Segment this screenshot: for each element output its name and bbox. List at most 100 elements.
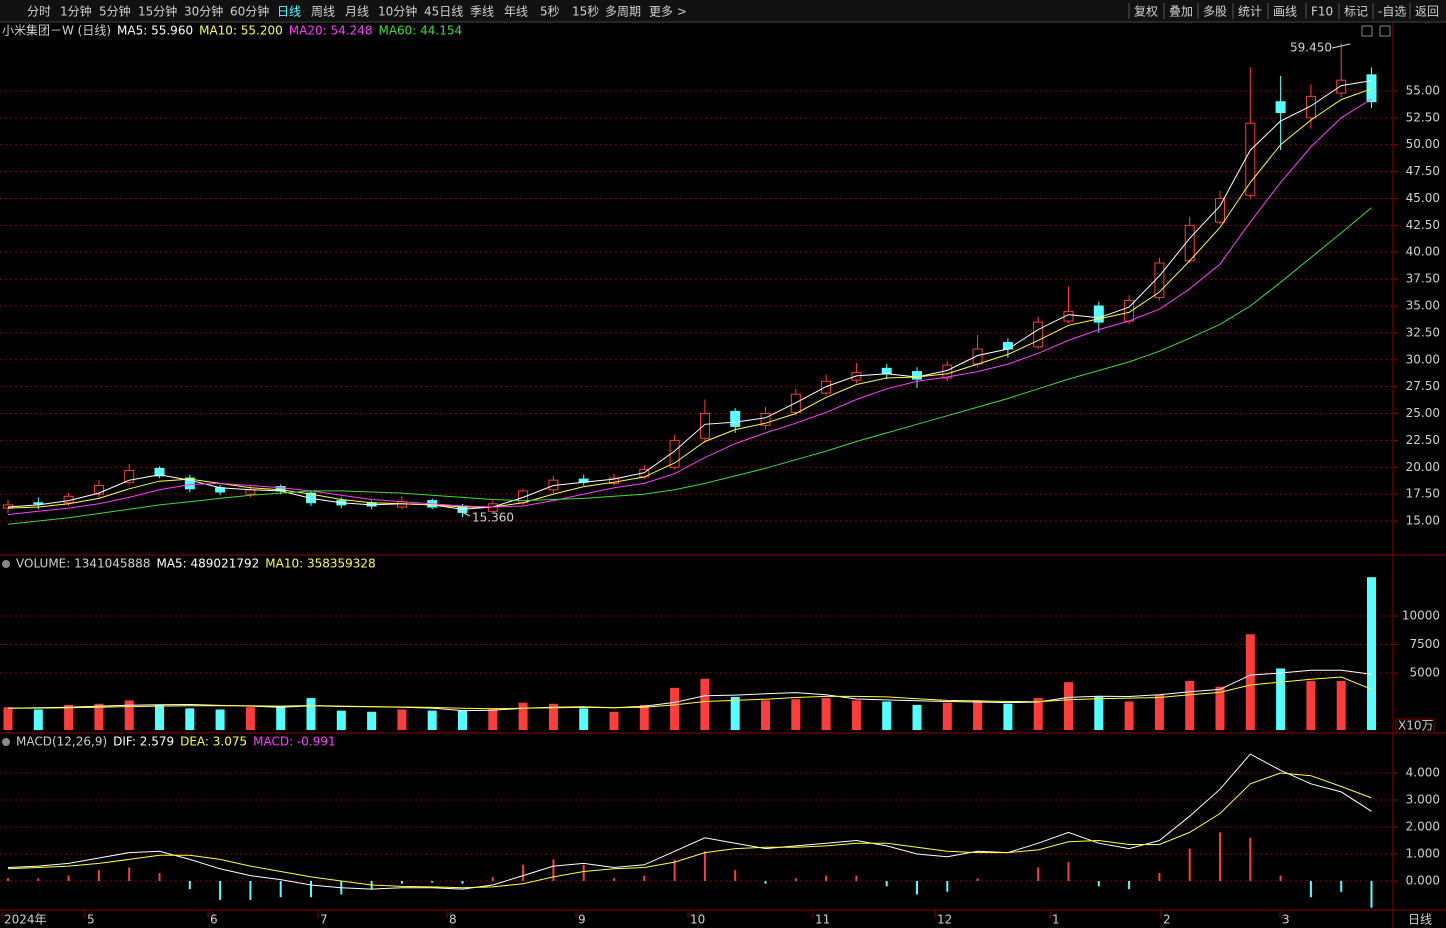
volume-bar [215,709,225,730]
legend-label: MA10: 358359328 [265,557,375,571]
volume-bar [458,710,467,730]
candle-body [1184,224,1195,262]
volume-bar [1245,634,1255,730]
toolbar-tab[interactable]: 5分钟 [99,4,131,19]
candle-body [609,477,619,484]
y-tick-label: 2.000 [1406,819,1440,833]
indicator-line [7,80,1372,510]
toolbar-button[interactable]: 统计 [1238,5,1262,19]
y-tick-label: 32.50 [1406,325,1440,339]
x-tick-label: 7 [320,913,328,927]
candle-body [1245,122,1256,196]
toolbar-button[interactable]: 标记 [1344,5,1368,19]
annotation: 15.360 [472,511,514,525]
candle-body [1063,310,1074,322]
candle-body [33,502,44,505]
volume-bar [1033,698,1043,730]
toolbar-tab[interactable]: 季线 [470,5,494,19]
toolbar-tab[interactable]: 日线 [277,5,301,19]
toolbar-button[interactable]: 画线 [1273,5,1297,19]
toolbar-tab[interactable]: 60分钟 [230,4,269,19]
volume-bar [336,710,346,730]
volume-bar [3,707,13,730]
toolbar-button[interactable]: 复权 [1134,5,1158,19]
toolbar-button[interactable]: F10 [1311,5,1333,19]
y-tick-label: 10000 [1402,609,1440,623]
toolbar-tab[interactable]: 年线 [504,5,528,19]
toolbar-tab[interactable]: 5秒 [540,5,560,19]
toolbar-button[interactable]: 返回 [1415,5,1439,19]
volume-bar [609,711,619,730]
toolbar-tab[interactable]: 15秒 [572,5,599,19]
toolbar-tab[interactable]: 15分钟 [138,4,177,19]
y-tick-label: 15.00 [1406,514,1440,528]
legend-label: MACD(12,26,9) [16,735,107,749]
candle-body [245,489,256,495]
volume-bar [1306,680,1316,730]
legend-label: MA5: 489021792 [156,557,259,571]
x-tick-label: 5 [87,913,95,927]
toolbar-tab[interactable]: 1分钟 [60,4,92,19]
y-tick-label: 0.000 [1406,873,1440,887]
legend-label: 小米集团－W (日线) [2,23,111,38]
volume-bar [882,701,892,730]
legend-label: MA20: 54.248 [289,24,373,38]
volume-bar [1367,577,1376,730]
y-tick-label: 27.50 [1406,379,1440,393]
volume-bar [185,708,195,730]
x-tick-label: 1 [1052,913,1060,927]
toolbar-tab[interactable]: 更多 > [649,5,687,19]
candle-body [730,410,741,427]
toolbar-tab[interactable]: 月线 [345,5,369,19]
volume-bar [518,702,528,730]
y-tick-label: 3.000 [1406,792,1440,806]
icon-button[interactable] [1379,25,1391,37]
candle-body [1275,101,1286,113]
candle-body [1336,79,1347,94]
toolbar-button[interactable]: -自选 [1378,5,1406,19]
legend-label: MA60: 44.154 [378,24,462,38]
annotation-arrow [1331,43,1351,49]
toolbar-tab[interactable]: 45日线 [424,5,463,19]
toolbar-tab[interactable]: 分时 [27,5,51,19]
y-tick-label: 5000 [1409,666,1440,680]
x-tick-label: 11 [815,913,830,927]
x-tick-label: 10 [690,913,705,927]
volume-bar [973,700,983,730]
y-tick-label: 37.50 [1406,272,1440,286]
panel-toggle[interactable] [2,738,10,746]
candle-body [124,469,135,483]
toolbar-tab[interactable]: 多周期 [605,5,641,19]
volume-bar [276,706,286,730]
toolbar-button[interactable]: 叠加 [1169,5,1193,19]
legend-label: VOLUME: 1341045888 [16,557,150,571]
volume-bar [821,698,831,730]
volume-bar [245,707,255,730]
volume-bar [912,704,922,730]
y-tick-label: 30.00 [1406,352,1440,366]
y-tick-label: 47.50 [1406,164,1440,178]
volume-bar [730,696,740,730]
candle-body [1215,197,1225,223]
icon-button[interactable] [1361,25,1373,37]
candle-body [821,380,832,394]
toolbar-tab[interactable]: 10分钟 [378,4,417,19]
y-tick-label: 1.000 [1406,846,1440,860]
candle-body [1093,305,1104,323]
volume-bar [1215,686,1225,730]
volume-bar [397,709,407,730]
toolbar-button[interactable]: 多股 [1203,5,1227,19]
toolbar-bg [0,0,1446,22]
volume-bar [1185,680,1195,730]
x-tick-label: 2 [1163,913,1171,927]
toolbar-tab[interactable]: 周线 [311,5,335,19]
indicator-line [7,98,1372,516]
panel-toggle[interactable] [2,560,10,568]
volume-bar [548,703,558,730]
y-tick-label: 40.00 [1406,245,1440,259]
toolbar-tab[interactable]: 30分钟 [184,4,223,19]
y-tick-label: 55.00 [1406,83,1440,97]
volume-bar [124,700,134,730]
candle-body [881,367,892,375]
